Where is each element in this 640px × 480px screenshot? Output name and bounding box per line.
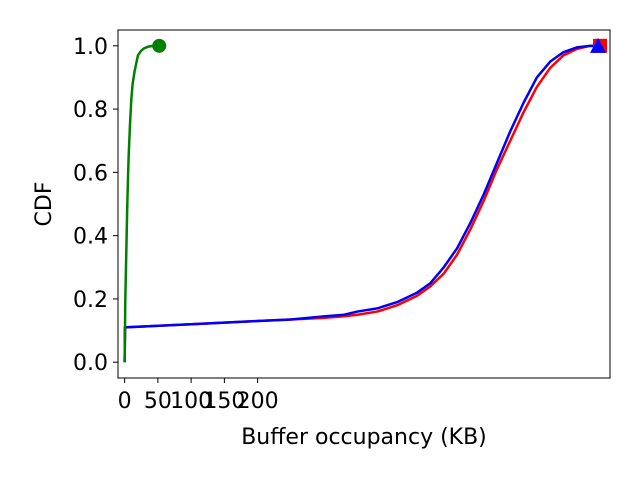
y-tick-label: 0.2 [73,288,108,313]
series-line-3 [123,44,160,363]
x-tick-label: 100 [170,389,212,414]
plot-frame [117,29,611,379]
marker-layer [152,37,608,53]
y-tick-label: 1.0 [73,35,108,60]
series-end-marker-2 [590,37,607,53]
x-tick-label: 150 [203,389,245,414]
series-end-marker-3 [152,38,167,53]
x-tick-label: 200 [237,389,279,414]
series-line-2 [123,44,599,363]
x-axis-label: Buffer occupancy (KB) [241,425,487,450]
y-axis-ticks: 0.0 0.2 0.4 0.6 0.8 1.0 [73,35,118,376]
y-tick-label: 0.8 [73,98,108,123]
y-tick-label: 0.0 [73,351,108,376]
y-tick-label: 0.4 [73,225,108,250]
y-axis-label: CDF [32,182,57,227]
y-tick-label: 0.6 [73,161,108,186]
series-layer [123,44,601,363]
x-tick-label: 50 [144,389,172,414]
x-tick-label: 0 [118,389,132,414]
